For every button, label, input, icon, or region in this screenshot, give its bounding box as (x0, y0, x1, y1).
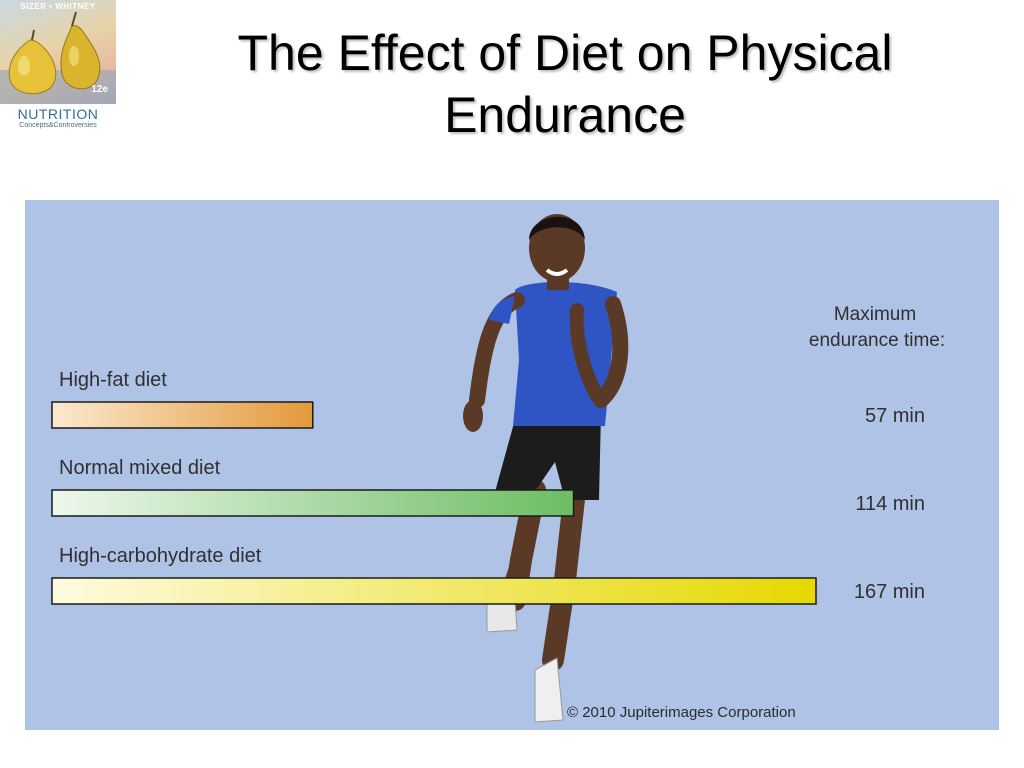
logo-edition: 12e (91, 84, 108, 95)
category-label-1: Normal mixed diet (59, 457, 221, 479)
category-label-0: High-fat diet (59, 369, 167, 391)
value-label-2: 167 min (854, 581, 925, 603)
value-label-0: 57 min (865, 405, 925, 427)
category-label-2: High-carbohydrate diet (59, 545, 262, 567)
book-cover-logo: SIZER • WHITNEY 12e NUTRITION Concepts&C… (0, 0, 116, 134)
bar-2 (51, 577, 817, 605)
figure-panel: Maximum endurance time: High-fat diet 57 … (25, 200, 999, 730)
logo-authors: SIZER • WHITNEY (20, 2, 96, 11)
slide-title: The Effect of Diet on Physical Endurance (237, 25, 893, 143)
value-label-1: 114 min (855, 493, 925, 515)
logo-subtitle: Concepts&Controversies (19, 122, 97, 129)
image-credit: © 2010 Jupiterimages Corporation (567, 704, 796, 721)
logo-title: NUTRITION (17, 106, 99, 122)
value-header-line-1: Maximum (834, 304, 916, 325)
bar-1 (51, 489, 575, 517)
pears-painting: SIZER • WHITNEY 12e (0, 0, 116, 104)
endurance-bar-chart: Maximum endurance time: High-fat diet 57 … (51, 304, 945, 605)
value-header-line-2: endurance time: (809, 330, 945, 351)
bar-0 (51, 401, 314, 429)
pears-icon (0, 11, 116, 104)
